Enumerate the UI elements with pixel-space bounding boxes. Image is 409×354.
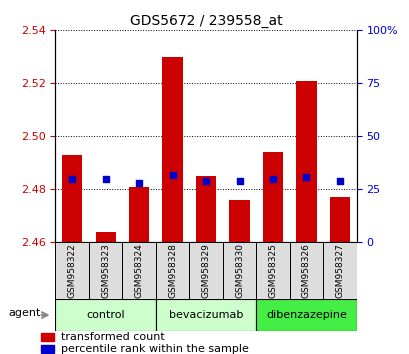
Bar — [122, 242, 155, 299]
Bar — [256, 242, 289, 299]
Text: GSM958329: GSM958329 — [201, 243, 210, 298]
Point — [269, 176, 276, 182]
Text: transformed count: transformed count — [61, 332, 164, 342]
Text: GSM958330: GSM958330 — [234, 243, 243, 298]
Bar — [155, 299, 256, 331]
Bar — [55, 242, 89, 299]
Bar — [41, 333, 54, 341]
Bar — [89, 242, 122, 299]
Point — [169, 172, 175, 177]
Bar — [229, 200, 249, 242]
Text: GSM958327: GSM958327 — [335, 243, 344, 298]
Bar — [129, 187, 149, 242]
Text: GSM958323: GSM958323 — [101, 243, 110, 298]
Text: GSM958325: GSM958325 — [268, 243, 277, 298]
Text: dibenzazepine: dibenzazepine — [265, 310, 346, 320]
Bar — [322, 242, 356, 299]
Bar — [55, 299, 155, 331]
Bar — [296, 80, 316, 242]
Text: agent: agent — [8, 308, 40, 319]
Text: GSM958328: GSM958328 — [168, 243, 177, 298]
Point — [202, 178, 209, 184]
Text: GSM958322: GSM958322 — [67, 244, 76, 298]
Point — [102, 176, 109, 182]
Text: GSM958324: GSM958324 — [134, 244, 143, 298]
Point — [135, 180, 142, 186]
Bar — [289, 242, 322, 299]
Text: control: control — [86, 310, 125, 320]
Bar — [95, 232, 115, 242]
Point — [236, 178, 242, 184]
Text: percentile rank within the sample: percentile rank within the sample — [61, 344, 248, 354]
Point — [302, 174, 309, 179]
Bar — [155, 242, 189, 299]
Bar — [256, 299, 356, 331]
Text: GSM958326: GSM958326 — [301, 243, 310, 298]
Bar — [222, 242, 256, 299]
Bar — [162, 57, 182, 242]
Text: GDS5672 / 239558_at: GDS5672 / 239558_at — [129, 14, 282, 28]
Bar — [262, 152, 282, 242]
Bar — [41, 345, 54, 353]
Bar — [196, 176, 216, 242]
Text: bevacizumab: bevacizumab — [169, 310, 243, 320]
Point — [69, 176, 75, 182]
Bar — [189, 242, 222, 299]
Bar — [329, 197, 349, 242]
Point — [336, 178, 342, 184]
Bar — [62, 155, 82, 242]
